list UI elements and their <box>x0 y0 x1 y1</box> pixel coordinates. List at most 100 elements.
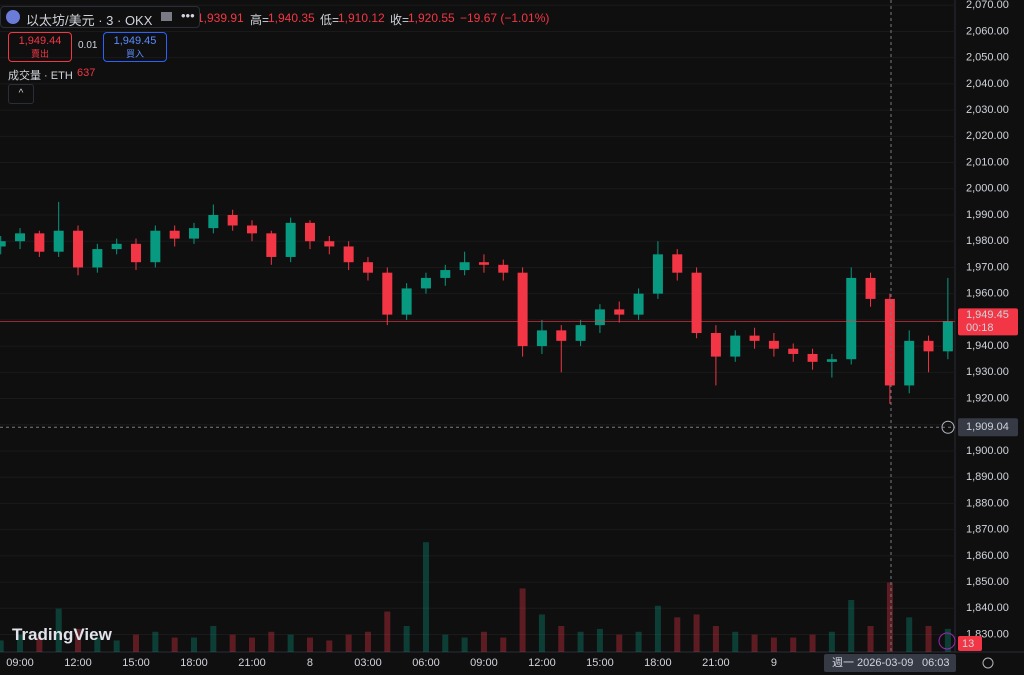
candle-body <box>768 340 779 349</box>
x-tick-label: 09:00 <box>470 657 498 669</box>
sell-button[interactable]: 1,949.44 賣出 <box>8 32 72 62</box>
candle-body <box>846 277 857 360</box>
x-tick-label: 12:00 <box>528 657 556 669</box>
candle-body <box>440 270 451 278</box>
high-value: 1,940.35 <box>268 11 315 25</box>
volume-bar <box>17 634 24 652</box>
volume-bar <box>191 637 197 652</box>
volume-bar <box>36 637 43 652</box>
candle-body <box>304 222 315 242</box>
candle-body <box>420 277 431 289</box>
volume-bar <box>674 617 681 652</box>
volume-bar <box>770 637 777 652</box>
candle-body <box>478 262 489 265</box>
y-tick-label: 1,930.00 <box>966 366 1009 378</box>
candle-body <box>246 225 257 234</box>
buy-button[interactable]: 1,949.45 買入 <box>103 32 167 62</box>
volume-bar <box>171 637 178 652</box>
change: −19.67 (−1.01%) <box>460 11 550 25</box>
volume-bar <box>345 634 352 652</box>
more-icon: ••• <box>181 8 195 23</box>
x-tick-label: 9 <box>771 657 777 669</box>
candle-body <box>73 230 84 268</box>
volume-bar <box>732 631 739 652</box>
volume-bar <box>113 640 120 652</box>
volume-bar <box>248 637 255 652</box>
volume-bar <box>152 631 159 652</box>
candle-body <box>169 230 180 239</box>
x-tick-label: 09:00 <box>6 657 34 669</box>
sell-label: 賣出 <box>30 49 49 59</box>
volume-bar <box>809 634 816 652</box>
crosshair-date: 週一 2026-03-09 <box>832 656 913 669</box>
candle-body <box>227 215 238 226</box>
candle-body <box>788 348 799 354</box>
candle-body <box>208 215 219 229</box>
candle-body <box>923 340 934 352</box>
high-label: 高= <box>250 13 270 27</box>
y-tick-label: 1,940.00 <box>966 340 1009 352</box>
volume-bar <box>55 608 62 652</box>
alerts-count: 13 <box>962 638 974 650</box>
candle-body <box>92 249 103 268</box>
volume-bar <box>925 626 932 652</box>
candle-body <box>382 272 393 315</box>
volume-bar <box>751 634 758 652</box>
y-tick-label: 2,070.00 <box>966 0 1009 11</box>
candle-body <box>536 330 547 347</box>
candle-body <box>652 254 663 294</box>
x-tick-label: 12:00 <box>64 657 92 669</box>
open-value: 1,939.91 <box>197 11 244 25</box>
candle-body <box>150 230 161 263</box>
symbol-box[interactable]: 以太坊/美元 · 3 · OKX ••• <box>0 6 200 28</box>
candle-body <box>189 228 199 239</box>
volume-bar <box>790 637 797 652</box>
last-price-label: 1,949.45 <box>966 309 1009 321</box>
candle-body <box>15 233 26 242</box>
candle-body <box>826 359 837 362</box>
crosshair-price-box <box>958 418 1018 437</box>
alerts-box <box>958 636 982 651</box>
x-tick-label: 18:00 <box>644 657 672 669</box>
candle-body <box>807 353 818 362</box>
candle-body <box>730 335 741 357</box>
volume-bar <box>287 634 294 652</box>
volume-bar <box>75 628 82 652</box>
volume-title: 成交量 · ETH <box>8 70 73 82</box>
volume-bar <box>268 631 275 652</box>
y-tick-label: 2,050.00 <box>966 52 1009 64</box>
candle-body <box>672 254 683 273</box>
candle-body <box>324 241 335 247</box>
candle-body <box>498 264 509 273</box>
candle-body <box>401 288 412 315</box>
y-tick-label: 1,890.00 <box>966 471 1009 483</box>
y-tick-label: 1,840.00 <box>966 602 1009 614</box>
sell-price: 1,949.44 <box>18 35 62 47</box>
price-axis-bg <box>955 0 1024 675</box>
candle-body <box>343 246 354 263</box>
volume-bar <box>133 634 140 652</box>
volume-bar <box>693 614 700 652</box>
y-tick-label: 2,030.00 <box>966 104 1009 116</box>
x-tick-label: 21:00 <box>238 657 266 669</box>
x-tick-label: 06:00 <box>412 657 440 669</box>
volume-bar <box>422 542 429 652</box>
volume-bar <box>635 631 642 652</box>
volume-bar <box>306 637 313 652</box>
x-tick-label: 8 <box>307 657 313 669</box>
volume-bar <box>384 611 391 652</box>
volume-bar <box>654 605 661 652</box>
y-tick-label: 1,880.00 <box>966 497 1009 509</box>
volume-bar <box>519 588 526 652</box>
x-tick-label: 03:00 <box>354 657 382 669</box>
volume-bar <box>944 628 951 652</box>
y-tick-label: 2,010.00 <box>966 156 1009 168</box>
close-value: 1,920.55 <box>408 11 455 25</box>
volume-bar <box>848 600 855 652</box>
collapse-button[interactable]: ^ <box>8 84 34 104</box>
x-tick-label: 18:00 <box>180 657 208 669</box>
low-value: 1,910.12 <box>338 11 385 25</box>
y-tick-label: 2,020.00 <box>966 130 1009 142</box>
candle-body <box>266 233 277 257</box>
